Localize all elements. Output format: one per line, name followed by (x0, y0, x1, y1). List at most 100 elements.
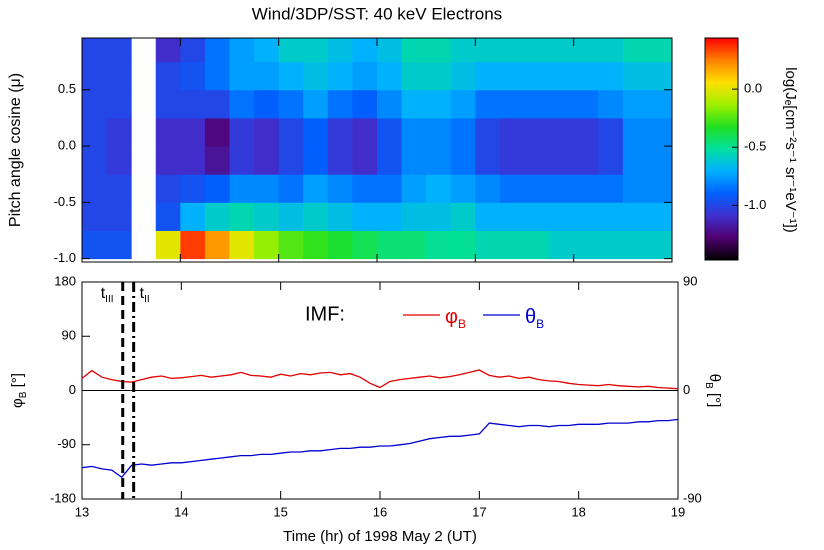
heatmap-cell (155, 38, 181, 63)
heatmap-cell (401, 230, 427, 260)
heatmap-cell (426, 230, 452, 260)
legend-label-part: φ (445, 306, 458, 328)
heatmap-cell (499, 89, 525, 119)
heatmap-cell (549, 202, 575, 231)
heatmap-cell (524, 38, 550, 63)
heatmap-cell (278, 61, 304, 91)
heatmap-cell (82, 230, 108, 260)
heatmap-cell (229, 146, 255, 175)
heatmap-cell (352, 146, 378, 175)
event-label-part: II (144, 294, 150, 305)
y-axis-label-part: [°] (9, 373, 26, 392)
heatmap-cell (352, 202, 378, 231)
heatmap-cell (180, 61, 206, 91)
heatmap-cell (229, 230, 255, 260)
y-tick-label: 0.5 (58, 81, 76, 96)
y-tick-label: -1.0 (54, 250, 76, 265)
heatmap-cell (647, 117, 672, 147)
heatmap-cell (499, 202, 525, 231)
heatmap-cell (278, 174, 304, 203)
heatmap-cell (352, 38, 378, 63)
heatmap-cell (598, 202, 624, 231)
heatmap-cell (106, 38, 132, 63)
heatmap-cell (303, 89, 329, 119)
heatmap-cell (327, 146, 353, 175)
heatmap-cell (229, 38, 255, 63)
y-tick-label: -90 (57, 436, 76, 451)
heatmap-cell (598, 146, 624, 175)
heatmap-cell (475, 89, 501, 119)
legend-label-part: θ (525, 306, 536, 328)
heatmap-cell (450, 38, 476, 63)
heatmap-cell (377, 146, 403, 175)
legend-label-part: B (458, 317, 466, 331)
heatmap-cell (450, 230, 476, 260)
heatmap-cell (278, 38, 304, 63)
heatmap-cell (573, 174, 599, 203)
heatmap-cell (352, 61, 378, 91)
heatmap-cell (549, 117, 575, 147)
heatmap-cell (450, 146, 476, 175)
heatmap-cell (155, 146, 181, 175)
heatmap-cell (254, 174, 280, 203)
heatmap-cell (499, 61, 525, 91)
heatmap-cell (278, 89, 304, 119)
heatmap-cell (450, 89, 476, 119)
heatmap-cell (450, 202, 476, 231)
heatmap-cell (426, 174, 452, 203)
heatmap-cell (82, 202, 108, 231)
heatmap-cell (549, 38, 575, 63)
heatmap-cell (155, 61, 181, 91)
event-label-part: III (105, 294, 113, 305)
heatmap-cell (377, 117, 403, 147)
y-tick-label: -0.5 (54, 194, 76, 209)
heatmap-cell (647, 202, 672, 231)
heatmap-cell (426, 61, 452, 91)
heatmap-cell (204, 174, 230, 203)
y2-axis-label: θB [°] (703, 374, 723, 408)
y-axis-label-part: B (18, 391, 29, 398)
colorbar-tick-label: 0.0 (744, 81, 762, 96)
heatmap-cell (475, 174, 501, 203)
y2-axis-label-part: θ (706, 374, 723, 382)
heatmap-cell (327, 202, 353, 231)
x-tick-label: 13 (75, 504, 89, 519)
heatmap-cell (204, 146, 230, 175)
heatmap-cell (377, 174, 403, 203)
heatmap-cell (303, 38, 329, 63)
heatmap-cell (598, 61, 624, 91)
heatmap-cell (204, 230, 230, 260)
heatmap-cell (622, 89, 648, 119)
heatmap-cell (647, 38, 672, 63)
heatmap-cell (327, 61, 353, 91)
heatmap-cell (499, 117, 525, 147)
heatmap-cell (622, 174, 648, 203)
y-axis-label: Pitch angle cosine (μ) (7, 73, 24, 227)
heatmap-cell (377, 38, 403, 63)
heatmap-cell (254, 61, 280, 91)
x-tick-label: 19 (671, 504, 685, 519)
x-axis-label: Time (hr) of 1998 May 2 (UT) (283, 528, 477, 545)
heatmap-cell (426, 89, 452, 119)
heatmap-cell (426, 117, 452, 147)
series-line (81, 418, 679, 479)
event-label-part: t (140, 285, 145, 302)
heatmap-cell (499, 146, 525, 175)
heatmap-cell (524, 202, 550, 231)
heatmap-cell (549, 146, 575, 175)
heatmap-cell (622, 202, 648, 231)
heatmap-cell (573, 89, 599, 119)
heatmap-cell (401, 117, 427, 147)
heatmap-cell (254, 117, 280, 147)
chart-title: Wind/3DP/SST: 40 keV Electrons (252, 4, 502, 23)
heatmap-cell (303, 146, 329, 175)
heatmap-cell (426, 146, 452, 175)
series-line (81, 369, 679, 390)
heatmap-cell (524, 146, 550, 175)
heatmap-cell (155, 117, 181, 147)
heatmap-cell (573, 230, 599, 260)
heatmap-cell (475, 117, 501, 147)
heatmap-cell (254, 89, 280, 119)
heatmap-cell (155, 202, 181, 231)
